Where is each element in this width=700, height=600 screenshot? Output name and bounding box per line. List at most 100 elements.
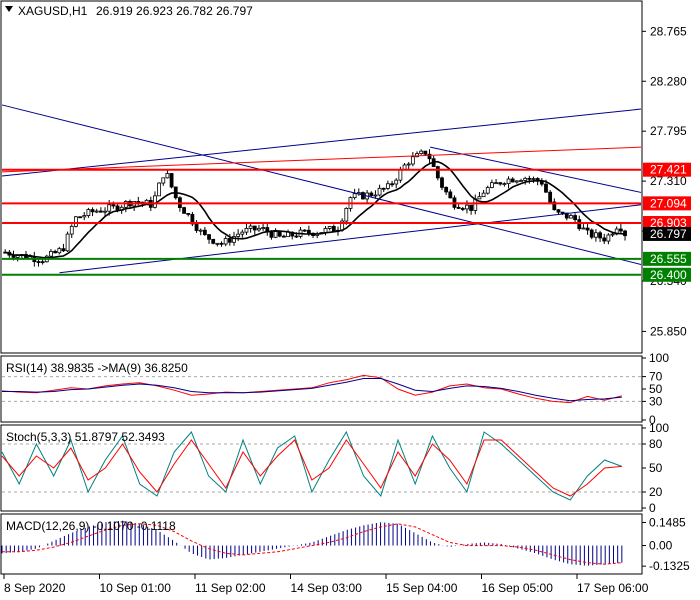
candle-body — [569, 215, 573, 219]
stoch-plot-area — [1, 430, 641, 501]
candle-body — [460, 208, 465, 210]
candle-body — [523, 177, 528, 181]
candle-body — [103, 210, 107, 213]
candle-body — [598, 232, 602, 239]
candle-body — [306, 229, 311, 234]
candle-body — [602, 237, 607, 242]
candle-body — [61, 248, 66, 252]
time-tick-label: 15 Sep 04:00 — [386, 581, 458, 595]
candle-body — [36, 261, 41, 263]
candle-body — [136, 201, 141, 203]
candle-body — [86, 209, 91, 217]
macd-signal-line — [2, 523, 622, 565]
rsi-tick-label: 0 — [649, 413, 656, 427]
ohlc-label: 26.919 26.923 26.782 26.797 — [96, 4, 253, 18]
time-tick-label: 8 Sep 2020 — [4, 581, 66, 595]
stoch-series-line — [1, 430, 622, 501]
candle-body — [194, 223, 199, 231]
trendline — [1, 108, 642, 177]
candle-body — [444, 186, 449, 193]
candle-body — [386, 183, 390, 189]
candle-body — [57, 248, 62, 254]
candle-body — [252, 225, 257, 231]
candle-body — [157, 182, 162, 197]
candle-body — [273, 231, 278, 238]
candle-body — [415, 153, 419, 158]
candle-body — [323, 228, 328, 233]
candle-body — [448, 191, 453, 199]
candle-body — [435, 166, 440, 179]
candle-body — [381, 187, 386, 190]
stoch-label: Stoch(5,3,3) 51.8797 52.3493 — [6, 430, 165, 444]
trendline — [1, 104, 642, 265]
candle-body — [406, 163, 411, 166]
time-tick-label: 16 Sep 05:00 — [482, 581, 554, 595]
candle-body — [498, 182, 503, 185]
candle-body — [49, 250, 53, 257]
candle-body — [390, 183, 394, 186]
stoch-tick-label: 50 — [649, 461, 663, 475]
candle-body — [556, 209, 561, 213]
candle-body — [427, 153, 432, 160]
candle-body — [169, 173, 174, 188]
candle-body — [223, 238, 228, 245]
candle-body — [398, 169, 403, 181]
stoch-tick-label: 20 — [649, 485, 663, 499]
candle-body — [294, 235, 299, 238]
level-price-box — [643, 162, 691, 177]
level-price-label: 26.555 — [650, 252, 687, 266]
candle-body — [153, 195, 157, 208]
rsi-tick-label: 70 — [649, 370, 663, 384]
candle-body — [236, 233, 241, 237]
stoch-tick-label: 80 — [649, 437, 663, 451]
level-price-box — [643, 267, 691, 282]
candle-body — [219, 242, 224, 245]
candle-body — [286, 231, 290, 238]
dropdown-triangle-icon[interactable] — [5, 6, 13, 12]
moving-average-line — [4, 160, 626, 259]
candle-body — [502, 183, 507, 186]
candle-body — [352, 193, 357, 199]
candle-body — [606, 234, 611, 242]
candle-body — [165, 173, 170, 179]
candle-body — [161, 177, 166, 184]
candle-body — [527, 177, 532, 180]
last-price-box — [643, 226, 691, 241]
last-price-label: 26.797 — [650, 227, 687, 241]
candle-body — [589, 229, 594, 238]
candle-body — [490, 182, 494, 188]
candle-body — [469, 204, 474, 211]
candle-body — [227, 238, 232, 243]
level-price-box — [643, 251, 691, 266]
candle-body — [107, 204, 112, 212]
symbol-label: XAGUSD,H1 — [18, 4, 88, 18]
candle-body — [111, 204, 116, 207]
candle-body — [207, 234, 211, 240]
candle-body — [115, 205, 120, 211]
trendline — [59, 204, 642, 274]
candle-body — [269, 231, 274, 238]
candle-body — [232, 236, 236, 243]
candle-body — [65, 233, 70, 252]
candle-body — [198, 229, 203, 232]
candle-body — [248, 225, 253, 229]
candle-body — [74, 216, 78, 227]
candle-body — [573, 215, 578, 221]
candle-body — [182, 207, 186, 214]
candle-body — [514, 180, 519, 183]
level-price-label: 26.903 — [650, 216, 687, 230]
level-price-label: 26.400 — [650, 268, 687, 282]
stoch-series-line — [1, 439, 622, 497]
candle-body — [594, 232, 598, 238]
time-tick-label: 17 Sep 06:00 — [577, 581, 649, 595]
candle-body — [560, 211, 565, 214]
rsi-panel-frame — [0, 355, 643, 423]
candle-body — [90, 209, 95, 213]
price-tick-label: 25.850 — [650, 324, 687, 338]
time-tick-label: 14 Sep 03:00 — [291, 581, 363, 595]
candle-body — [485, 187, 490, 194]
candle-body — [394, 179, 399, 185]
level-price-box — [643, 196, 691, 211]
candle-body — [369, 192, 374, 197]
rsi-tick-label: 50 — [649, 382, 663, 396]
